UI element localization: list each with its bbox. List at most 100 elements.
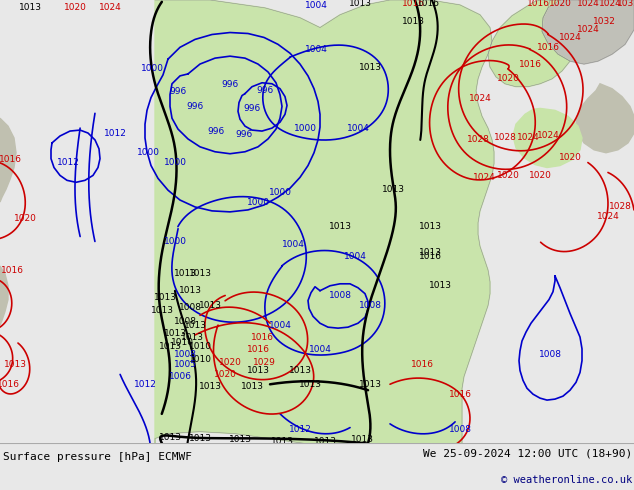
Text: 996: 996 <box>186 102 204 111</box>
Text: 1013: 1013 <box>288 366 311 375</box>
Polygon shape <box>576 84 634 153</box>
Text: 1004: 1004 <box>269 320 292 330</box>
Text: 1013: 1013 <box>198 382 221 391</box>
Text: 1013: 1013 <box>418 222 441 231</box>
Text: 1013: 1013 <box>358 63 382 72</box>
Text: 1006: 1006 <box>169 372 191 381</box>
Text: 1000: 1000 <box>269 188 292 196</box>
Text: 1004: 1004 <box>304 1 327 10</box>
Text: 1024: 1024 <box>597 212 619 221</box>
Text: 1012: 1012 <box>288 425 311 434</box>
Text: 1004: 1004 <box>304 45 327 54</box>
Text: 1008: 1008 <box>174 317 197 326</box>
Text: 1024: 1024 <box>469 94 491 103</box>
Text: 1013: 1013 <box>247 366 269 375</box>
Text: 1010: 1010 <box>171 339 193 347</box>
Text: 1020: 1020 <box>529 171 552 180</box>
Text: 1013: 1013 <box>240 382 264 391</box>
Text: 1000: 1000 <box>136 148 160 157</box>
Text: Surface pressure [hPa] ECMWF: Surface pressure [hPa] ECMWF <box>3 452 192 463</box>
Text: 1020: 1020 <box>63 3 86 12</box>
Text: 1016: 1016 <box>417 0 439 8</box>
Polygon shape <box>0 118 16 202</box>
Text: 1028: 1028 <box>609 202 631 212</box>
Text: 1016: 1016 <box>536 43 559 52</box>
Text: 1008: 1008 <box>448 425 472 434</box>
Text: 1020: 1020 <box>559 153 581 162</box>
Text: 1013: 1013 <box>164 329 186 338</box>
Text: 1024: 1024 <box>559 33 581 42</box>
Text: 1020: 1020 <box>219 358 242 367</box>
Text: 1024: 1024 <box>577 0 599 8</box>
Text: 1013: 1013 <box>158 343 181 351</box>
Text: 1013: 1013 <box>153 293 176 302</box>
Text: We 25-09-2024 12:00 UTC (18+90): We 25-09-2024 12:00 UTC (18+90) <box>424 449 633 459</box>
Text: 1013: 1013 <box>188 434 212 443</box>
Text: 1013: 1013 <box>351 435 373 444</box>
Text: 1005: 1005 <box>174 360 197 369</box>
Text: 1020: 1020 <box>13 214 36 223</box>
Text: 1029: 1029 <box>252 358 275 367</box>
Text: 1013: 1013 <box>429 281 451 290</box>
Text: 996: 996 <box>256 86 274 95</box>
Text: 996: 996 <box>235 129 252 139</box>
Text: 1008: 1008 <box>179 303 202 312</box>
Text: 1013: 1013 <box>313 437 337 446</box>
Text: 1024: 1024 <box>472 173 495 182</box>
Text: 1012: 1012 <box>134 380 157 389</box>
Polygon shape <box>0 266 8 325</box>
Text: 1008: 1008 <box>358 301 382 310</box>
Text: 1016: 1016 <box>0 380 20 389</box>
Text: 996: 996 <box>221 80 238 89</box>
Text: 1016: 1016 <box>0 155 22 164</box>
Text: 1004: 1004 <box>281 240 304 249</box>
Text: 1013: 1013 <box>158 433 181 442</box>
Text: 1016: 1016 <box>519 60 541 69</box>
Text: 1013: 1013 <box>18 3 41 12</box>
Text: 996: 996 <box>207 126 224 136</box>
Text: 1013: 1013 <box>328 222 351 231</box>
Text: 1013: 1013 <box>198 301 221 310</box>
Text: 1013: 1013 <box>150 306 174 315</box>
Text: 1013: 1013 <box>181 333 204 342</box>
Text: 1013: 1013 <box>188 270 212 278</box>
Text: 1016: 1016 <box>247 345 269 354</box>
Text: 1013: 1013 <box>271 437 294 446</box>
Text: 1004: 1004 <box>347 123 370 133</box>
Text: 1012: 1012 <box>103 128 126 138</box>
Text: 1016: 1016 <box>250 333 273 342</box>
Text: 1024: 1024 <box>577 25 599 34</box>
Text: 1024: 1024 <box>517 133 540 143</box>
Text: 1013: 1013 <box>4 360 27 369</box>
Text: 1016: 1016 <box>448 390 472 399</box>
Polygon shape <box>513 108 582 168</box>
Text: 1032: 1032 <box>616 0 634 8</box>
Text: 996: 996 <box>169 87 186 96</box>
Text: 1024: 1024 <box>99 3 121 12</box>
Text: 1013: 1013 <box>299 380 321 389</box>
Text: 1024: 1024 <box>536 131 559 141</box>
Text: 1024: 1024 <box>598 0 621 8</box>
Text: 1000: 1000 <box>164 237 186 246</box>
Text: 1008: 1008 <box>328 291 351 300</box>
Text: 1000: 1000 <box>164 158 186 167</box>
Text: 1004: 1004 <box>309 345 332 354</box>
Text: 1016: 1016 <box>401 0 425 8</box>
Text: 1013: 1013 <box>401 17 425 26</box>
Text: 1028: 1028 <box>493 133 517 143</box>
Polygon shape <box>155 0 494 443</box>
Text: 1032: 1032 <box>593 17 616 26</box>
Text: © weatheronline.co.uk: © weatheronline.co.uk <box>501 475 633 485</box>
Text: 1013: 1013 <box>382 185 404 194</box>
Text: 1000: 1000 <box>141 65 164 74</box>
Text: 1020: 1020 <box>496 74 519 83</box>
Text: 1020: 1020 <box>214 370 236 379</box>
Text: 1020: 1020 <box>548 0 571 8</box>
Text: 1020: 1020 <box>496 171 519 180</box>
Text: 1013: 1013 <box>183 320 207 330</box>
Text: 1013: 1013 <box>179 286 202 295</box>
Text: 1013: 1013 <box>174 270 197 278</box>
Text: 1013: 1013 <box>349 0 372 8</box>
Text: 996: 996 <box>243 104 261 113</box>
Text: 1016: 1016 <box>1 267 23 275</box>
